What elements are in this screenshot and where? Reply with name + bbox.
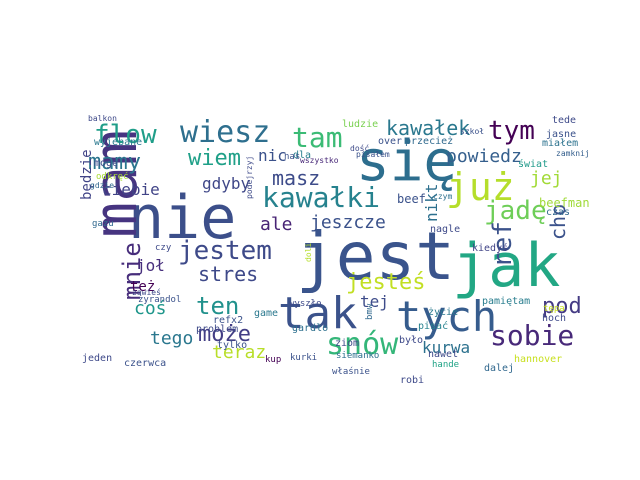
word: dalej — [484, 363, 515, 374]
word: zamknij — [556, 149, 590, 158]
word: masz — [272, 166, 321, 190]
word: jeszcze — [310, 212, 386, 233]
word: wiesz — [180, 115, 271, 150]
word: kiedyś — [472, 243, 509, 254]
word: tak — [278, 288, 358, 339]
word: kup — [265, 355, 282, 365]
word: nagle — [430, 224, 461, 235]
word: czerwca — [124, 358, 167, 369]
word: kawałki — [262, 181, 381, 214]
word: wyszło — [289, 299, 322, 309]
word: ciebie — [102, 180, 160, 199]
word: jadę — [484, 196, 547, 226]
word: sobie — [490, 319, 575, 352]
word: też — [130, 279, 156, 295]
word: świat — [518, 159, 549, 170]
word: jeden — [82, 353, 113, 364]
word: doli — [304, 242, 313, 262]
word: game — [254, 308, 279, 319]
word: czy — [155, 243, 172, 253]
word: pod — [542, 294, 582, 319]
word: tede — [552, 115, 577, 126]
word: beefman — [539, 196, 590, 210]
word: gdyby — [202, 174, 251, 193]
word: będzie — [79, 149, 95, 200]
word: mogę — [94, 158, 119, 169]
word: zawieś — [132, 288, 161, 297]
word: hande — [432, 360, 460, 370]
word: flow — [94, 120, 157, 150]
word: refx2 — [213, 315, 244, 326]
word: tej — [360, 292, 389, 311]
word: hoch — [542, 313, 567, 324]
word: joł — [136, 256, 165, 275]
word: ale — [260, 214, 293, 235]
word: tam — [292, 121, 343, 154]
word: ludzie — [342, 119, 379, 130]
word: się — [356, 129, 458, 194]
word: nawet — [428, 349, 459, 360]
word: teraz — [212, 342, 267, 363]
word: szkoł — [460, 127, 485, 136]
word: bmw — [365, 303, 375, 320]
word: gdzie — [90, 181, 115, 190]
word: wyjebane — [94, 137, 143, 148]
word: pamiętam — [482, 296, 531, 307]
word: gardło — [292, 323, 329, 334]
word: pisać — [418, 321, 449, 332]
word: jasne — [546, 129, 577, 140]
word: odkręć — [96, 172, 129, 182]
word: dla — [293, 150, 312, 161]
word: jak — [452, 231, 561, 301]
word: mamy — [88, 150, 141, 175]
word: nikt — [422, 183, 441, 222]
word: beef — [397, 192, 426, 206]
word: nie — [128, 183, 237, 253]
word: żyrandol — [138, 295, 182, 305]
word: było — [399, 335, 424, 346]
word: tylko — [217, 340, 248, 351]
word: wszystko — [300, 156, 339, 165]
word: miałem — [542, 138, 579, 149]
word: over — [378, 136, 403, 147]
word: balkon — [88, 114, 117, 123]
word: już — [446, 165, 515, 209]
word: siemanko — [336, 351, 380, 361]
word: powiedz — [446, 146, 522, 167]
word: jesteś — [346, 270, 426, 295]
word: ziom — [335, 338, 360, 349]
word: coś — [134, 298, 167, 319]
word: czym — [433, 192, 453, 201]
word: czas — [546, 207, 571, 218]
word: snów — [326, 327, 399, 362]
word: nas — [284, 152, 301, 162]
word: właśnie — [332, 367, 370, 377]
word: jestem — [178, 236, 272, 266]
word: kawałek — [386, 116, 471, 140]
word: tym — [488, 116, 535, 146]
word: gazu — [92, 219, 114, 229]
word: robi — [400, 375, 425, 386]
word: ten — [196, 292, 240, 320]
word: tych — [396, 292, 498, 341]
word: życie — [428, 307, 459, 318]
word: kurki — [290, 353, 318, 363]
word: może — [198, 322, 251, 347]
word: podejrzyj — [245, 155, 254, 199]
word: pisałem — [356, 150, 390, 159]
word: tępa — [543, 304, 565, 314]
word: jest — [296, 218, 455, 295]
word: przecież — [405, 136, 454, 147]
word: jej — [530, 168, 563, 189]
word: problem — [196, 324, 239, 335]
word: wiem — [188, 146, 241, 171]
word: tego — [150, 328, 194, 349]
word: nic — [258, 146, 287, 165]
word: dość — [350, 144, 370, 153]
word: stres — [198, 262, 259, 286]
word: kurwa — [422, 338, 471, 357]
word: hannover — [514, 354, 563, 365]
